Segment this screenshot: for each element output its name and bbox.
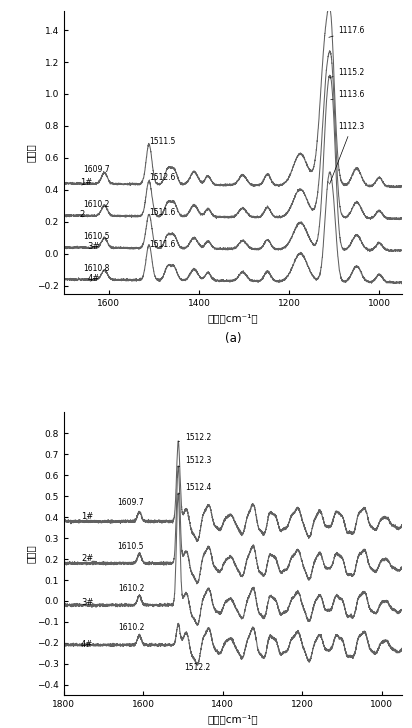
Text: 2#: 2#: [81, 554, 93, 563]
Text: 2: 2: [80, 210, 85, 219]
Y-axis label: 吸光度: 吸光度: [26, 545, 36, 563]
Text: (a): (a): [225, 332, 241, 345]
Text: 1117.6: 1117.6: [329, 26, 365, 37]
Y-axis label: 吸光度: 吸光度: [26, 143, 36, 162]
Text: 4#: 4#: [88, 274, 100, 283]
Text: 1511.5: 1511.5: [150, 137, 176, 146]
Text: 3#: 3#: [81, 598, 94, 607]
Text: 3#: 3#: [88, 242, 100, 251]
X-axis label: 波数（cm⁻¹）: 波数（cm⁻¹）: [208, 313, 258, 323]
Text: 1609.7: 1609.7: [117, 498, 144, 507]
Text: 1609.7: 1609.7: [83, 165, 110, 174]
Text: 4#: 4#: [81, 640, 93, 649]
Text: 1512.4: 1512.4: [178, 483, 211, 494]
Text: 1512.2: 1512.2: [184, 663, 210, 672]
Text: 1610.2: 1610.2: [118, 584, 144, 593]
Text: 1512.3: 1512.3: [178, 456, 211, 467]
Text: 1511.6: 1511.6: [150, 240, 176, 250]
Text: 1#: 1#: [80, 178, 92, 187]
X-axis label: 波数（cm⁻¹）: 波数（cm⁻¹）: [208, 715, 258, 724]
Text: 1511.6: 1511.6: [150, 208, 176, 218]
Text: 1#: 1#: [81, 513, 93, 521]
Text: 1610.8: 1610.8: [84, 264, 110, 273]
Text: 1115.2: 1115.2: [330, 68, 365, 77]
Text: 1512.2: 1512.2: [178, 432, 211, 442]
Text: 1610.2: 1610.2: [84, 200, 110, 210]
Text: 1113.6: 1113.6: [331, 90, 365, 100]
Text: 1610.2: 1610.2: [118, 623, 144, 633]
Text: 1610.5: 1610.5: [83, 232, 110, 242]
Text: 1512.6: 1512.6: [150, 173, 176, 182]
Text: 1112.3: 1112.3: [330, 122, 365, 184]
Text: 1610.5: 1610.5: [118, 542, 144, 550]
